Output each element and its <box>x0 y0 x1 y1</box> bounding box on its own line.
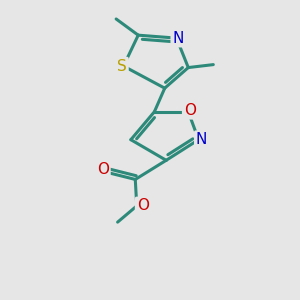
Text: S: S <box>117 58 127 74</box>
Text: N: N <box>196 132 207 147</box>
Text: O: O <box>136 198 148 213</box>
Text: O: O <box>97 162 109 177</box>
Text: N: N <box>172 31 184 46</box>
Text: O: O <box>184 103 196 118</box>
